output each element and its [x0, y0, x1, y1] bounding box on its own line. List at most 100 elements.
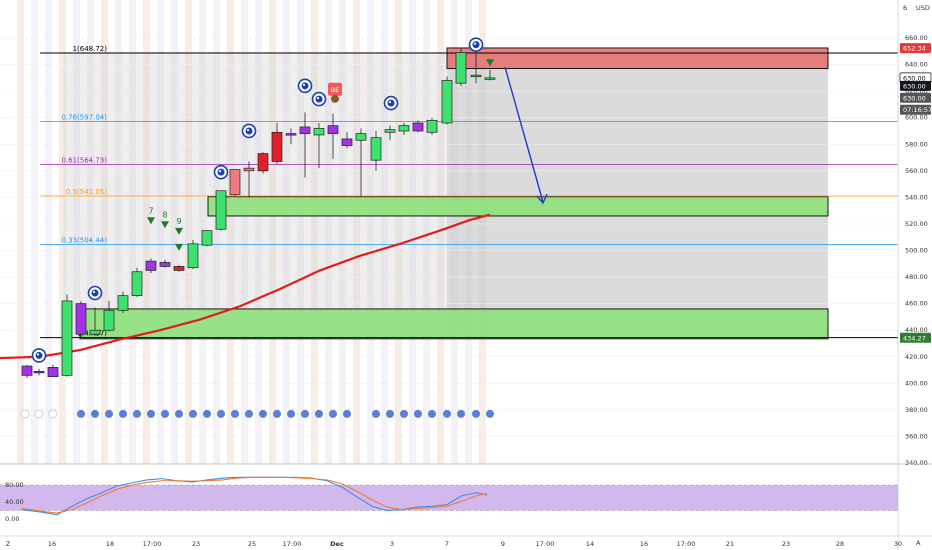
candle[interactable] [398, 123, 410, 135]
signal-dot [386, 409, 394, 418]
price-tick-label: 460.00 [905, 300, 928, 308]
buy-arrows: 7 89 [147, 59, 494, 251]
eye-icon-glint [218, 170, 222, 173]
candle[interactable] [103, 300, 115, 332]
zone-demand-mid [207, 196, 829, 217]
background-stripes [17, 0, 486, 464]
auto-scale-button[interactable]: A [916, 539, 921, 547]
candle-body [327, 125, 339, 134]
fib-level-label: 0.76(597.04) [61, 114, 107, 122]
candle[interactable] [61, 294, 73, 377]
signal-number: 9 [176, 217, 181, 226]
candle[interactable] [384, 125, 396, 141]
signal-dot [457, 409, 465, 418]
time-tick-label: 23 [782, 540, 790, 548]
eye-icon-glint [92, 290, 96, 294]
candle-body [257, 153, 269, 172]
signal-dot [472, 409, 480, 418]
bg-stripe [479, 0, 486, 464]
signal-dot [400, 409, 408, 418]
candle[interactable] [187, 239, 199, 270]
bg-stripe [423, 0, 430, 464]
candle-body [187, 243, 199, 269]
bg-stripe [395, 0, 402, 464]
signal-dot [259, 409, 267, 418]
candle-body [173, 266, 185, 271]
signal-dot [414, 409, 422, 418]
zone-supply [446, 47, 829, 70]
candle[interactable] [201, 230, 213, 247]
price-tag-label: 07:16:57 [903, 106, 932, 114]
candle-body [47, 367, 59, 378]
candle[interactable] [271, 123, 283, 165]
signal-dot [175, 409, 183, 418]
bg-stripe [171, 0, 178, 464]
candle[interactable] [484, 69, 496, 81]
candle-body [412, 122, 424, 132]
bg-stripe [185, 0, 192, 464]
bottom-dot-row [20, 409, 494, 419]
candle[interactable] [243, 161, 255, 198]
candle[interactable] [412, 120, 424, 133]
fib-level-label: 1(648.72) [73, 45, 108, 53]
price-axis[interactable] [898, 0, 932, 464]
price-tag [900, 92, 931, 103]
candle[interactable] [215, 190, 227, 231]
candle[interactable] [299, 112, 311, 178]
candle[interactable] [75, 300, 87, 339]
candle[interactable] [159, 259, 171, 268]
signal-number: 7 [148, 206, 153, 215]
signal-dot [133, 409, 141, 418]
candle[interactable] [21, 364, 33, 378]
candle[interactable] [33, 368, 45, 376]
candle[interactable] [355, 128, 367, 197]
time-tick-label: 9 [501, 540, 505, 548]
bg-stripe [339, 0, 346, 464]
price-tag-label: 652.34 [903, 45, 926, 53]
price-tick-label: 660.00 [905, 34, 928, 42]
bg-stripe [297, 0, 304, 464]
candle-body [33, 371, 45, 374]
candle[interactable] [173, 265, 185, 272]
bg-stripe [353, 0, 360, 464]
candle[interactable] [47, 364, 59, 378]
time-tick-label: 18 [106, 540, 114, 548]
time-axis[interactable]: Z 16 18 17:00 23 25 17:00 Dec 3 7 9 17:00 14 16 17:00 2… [6, 540, 902, 548]
candle[interactable] [370, 130, 382, 171]
candle[interactable] [89, 307, 101, 336]
oscillator-pane[interactable]: 80.00 40.00 0.00 [0, 476, 898, 523]
candle[interactable] [341, 132, 353, 149]
signal-icons: BE [31, 37, 484, 363]
candle[interactable] [131, 267, 143, 297]
price-tick-label: 420.00 [905, 353, 928, 361]
projection-arrow[interactable] [504, 66, 548, 205]
candle[interactable] [313, 123, 325, 169]
signal-dot [77, 409, 85, 418]
signal-dot [343, 409, 351, 418]
candle[interactable] [327, 113, 339, 159]
candle[interactable] [257, 152, 269, 174]
candle[interactable] [455, 48, 467, 86]
candle[interactable] [285, 128, 297, 145]
candle[interactable] [229, 169, 241, 197]
bg-stripe [31, 0, 38, 464]
fib-level-label: 0.5(541.05) [66, 188, 107, 196]
candle[interactable] [117, 291, 129, 313]
candle[interactable] [441, 76, 453, 125]
candle-body [355, 133, 367, 141]
eye-icon-pupil [91, 289, 99, 297]
signal-dot [217, 409, 225, 418]
candle[interactable] [145, 258, 157, 274]
signal-dot [189, 409, 197, 418]
price-top-label: 6 [903, 4, 907, 12]
time-tick-label: 17:00 [677, 540, 696, 548]
candle-body [103, 309, 115, 331]
signal-dot [245, 409, 253, 418]
price-tag [900, 332, 931, 343]
signal-dot [231, 409, 239, 418]
price-tag-label: 434.27 [903, 334, 926, 342]
candle-body [61, 300, 73, 376]
candles[interactable] [21, 44, 496, 378]
candle[interactable] [426, 117, 438, 135]
